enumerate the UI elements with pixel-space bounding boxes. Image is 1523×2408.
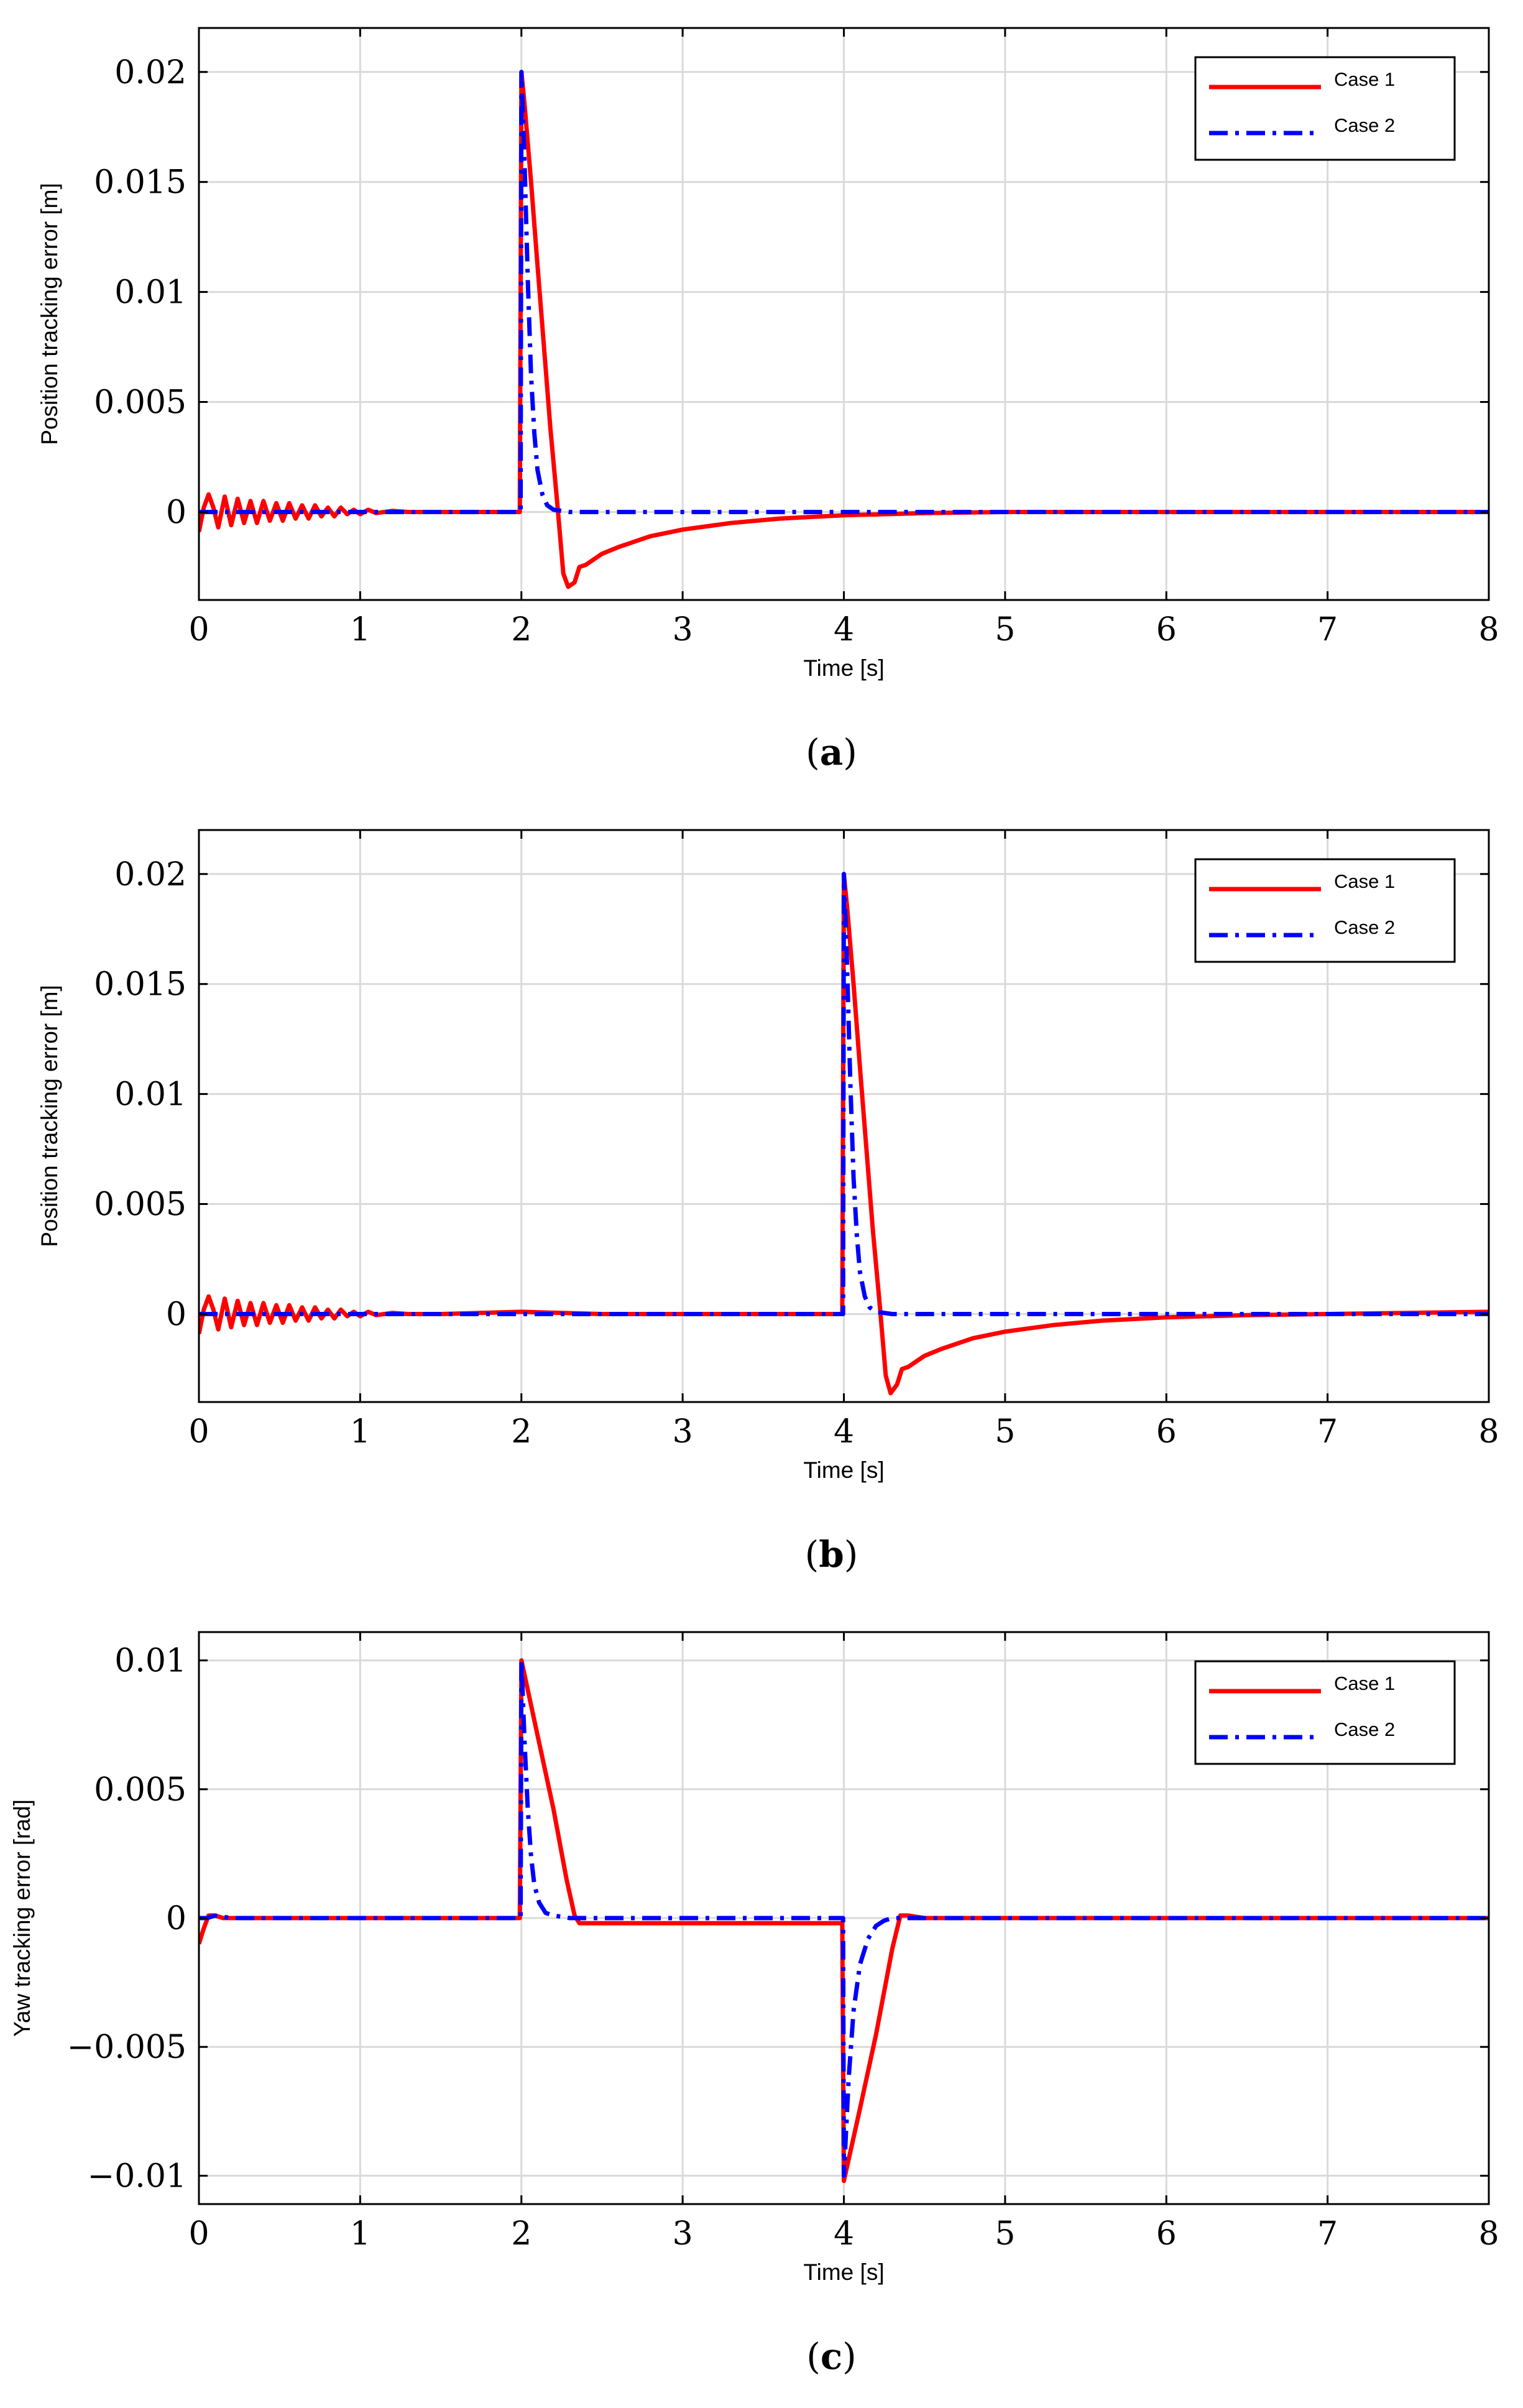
- panel-c-ylabel: Yaw tracking error [rad]: [9, 1799, 35, 2037]
- panel-c-xtick-label-2: 2: [511, 2215, 531, 2253]
- panel-a-caption-open: (: [806, 731, 820, 773]
- panel-c-caption: (c): [806, 2335, 857, 2378]
- panel-b-ytick-label-2: 0.01: [114, 1076, 186, 1114]
- panel-a-xlabel: Time [s]: [803, 655, 884, 681]
- panel-b-ylabel: Position tracking error [m]: [37, 985, 62, 1247]
- panel-b-ytick-label-4: 0.02: [114, 856, 186, 893]
- panel-a-xtick-label-7: 7: [1317, 611, 1338, 648]
- panel-b-xtick-label-1: 1: [350, 1413, 370, 1451]
- panel-c-ytick-label-1: −0.005: [67, 2029, 186, 2066]
- panel-a-legend-box: [1194, 56, 1456, 161]
- panel-a-ytick-label-3: 0.015: [94, 164, 186, 201]
- panel-b-xtick-label-0: 0: [188, 1413, 209, 1451]
- panel-b-xlabel: Time [s]: [803, 1457, 884, 1483]
- chart-a: 0 1 2 3 4 5 6 7 8 0 0.005 0.01 0.015 0.02 Time [s] Posi…: [37, 27, 1499, 773]
- panel-a-xtick-label-6: 6: [1156, 611, 1177, 648]
- panel-c-xtick-label-7: 7: [1317, 2215, 1338, 2253]
- panel-c-legend-label-2: Case 2: [1334, 1718, 1395, 1740]
- panel-b-xtick-label-8: 8: [1478, 1413, 1499, 1451]
- panel-b-ytick-label-1: 0.005: [94, 1186, 186, 1224]
- panel-a-ytick-label-0: 0: [166, 494, 186, 531]
- panel-c-xtick-label-5: 5: [995, 2215, 1015, 2253]
- panel-b-legend-label-2: Case 2: [1334, 916, 1395, 938]
- panel-c-legend-box: [1194, 1660, 1456, 1765]
- panel-c-series-2-line: [199, 1658, 1489, 2178]
- panel-c-caption-open: (: [806, 2335, 821, 2378]
- panel-c-legend: Case 1 Case 2: [1194, 1660, 1456, 1765]
- panel-a-caption: (a): [806, 731, 857, 773]
- panel-a-legend-label-2: Case 2: [1334, 114, 1395, 136]
- panel-b-caption-close: ): [844, 1533, 858, 1575]
- panel-b-legend-label-1: Case 1: [1334, 870, 1395, 892]
- panel-b-legend: Case 1 Case 2: [1194, 858, 1456, 963]
- panel-c-caption-close: ): [842, 2335, 857, 2378]
- panel-b-legend-box: [1194, 858, 1456, 963]
- panel-a-caption-close: ): [843, 731, 857, 773]
- panel-a-xtick-label-3: 3: [673, 611, 693, 648]
- panel-a-series-1-line: [199, 70, 1489, 589]
- panel-c-xtick-label-1: 1: [350, 2215, 370, 2253]
- panel-b-caption-letter: b: [819, 1533, 844, 1575]
- panel-a-caption-letter: a: [820, 731, 844, 773]
- panel-c-xtick-label-3: 3: [673, 2215, 693, 2253]
- panel-c-ytick-label-0: −0.01: [88, 2157, 186, 2195]
- panel-c-xtick-label-4: 4: [834, 2215, 854, 2253]
- panel-c-xtick-label-0: 0: [188, 2215, 209, 2253]
- panel-b-xtick-label-6: 6: [1156, 1413, 1177, 1451]
- panel-c-caption-letter: c: [821, 2335, 842, 2378]
- panel-a-xtick-label-4: 4: [834, 611, 854, 648]
- panel-b-xtick-label-7: 7: [1317, 1413, 1338, 1451]
- panel-b-caption: (b): [805, 1533, 858, 1575]
- panel-c-series-1-line: [199, 1658, 1489, 2184]
- panel-a-xtick-label-0: 0: [188, 611, 209, 648]
- panel-c-legend-label-1: Case 1: [1334, 1672, 1395, 1694]
- panel-b-ytick-label-0: 0: [166, 1296, 186, 1333]
- panel-c-ytick-label-3: 0.005: [94, 1771, 186, 1809]
- panel-b-caption-open: (: [805, 1533, 819, 1575]
- panel-b-xtick-label-2: 2: [511, 1413, 531, 1451]
- panel-b-ytick-label-3: 0.015: [94, 966, 186, 1003]
- chart-b: 0 1 2 3 4 5 6 7 8 0 0.005 0.01 0.015 0.02 Time [s] Posi…: [37, 829, 1499, 1575]
- panel-a-xtick-label-8: 8: [1478, 611, 1499, 648]
- chart-c: 0 1 2 3 4 5 6 7 8 −0.01 −0.005 0 0.005 0.01 Time [s] Ya…: [9, 1631, 1499, 2378]
- panel-c-ytick-label-4: 0.01: [114, 1643, 186, 1680]
- panel-b-series-2-line: [199, 872, 1489, 1316]
- panel-c-xtick-label-6: 6: [1156, 2215, 1177, 2253]
- panel-a-ytick-label-4: 0.02: [114, 54, 186, 91]
- panel-b-xtick-label-4: 4: [834, 1413, 854, 1451]
- panel-a-ytick-label-1: 0.005: [94, 384, 186, 422]
- panel-c-ytick-label-2: 0: [166, 1900, 186, 1937]
- panel-b-xtick-label-5: 5: [995, 1413, 1015, 1451]
- panel-a-xtick-label-1: 1: [350, 611, 370, 648]
- panel-a-series-2-line: [199, 70, 1489, 514]
- panel-a-legend: Case 1 Case 2: [1194, 56, 1456, 161]
- panel-a-xtick-label-5: 5: [995, 611, 1015, 648]
- panel-c-xtick-label-8: 8: [1478, 2215, 1499, 2253]
- panel-a-ylabel: Position tracking error [m]: [37, 183, 62, 445]
- panel-b-xtick-label-3: 3: [673, 1413, 693, 1451]
- panel-c-xlabel: Time [s]: [803, 2259, 884, 2285]
- panel-a-xtick-label-2: 2: [511, 611, 531, 648]
- panel-a-ytick-label-2: 0.01: [114, 274, 186, 311]
- panel-a-legend-label-1: Case 1: [1334, 68, 1395, 90]
